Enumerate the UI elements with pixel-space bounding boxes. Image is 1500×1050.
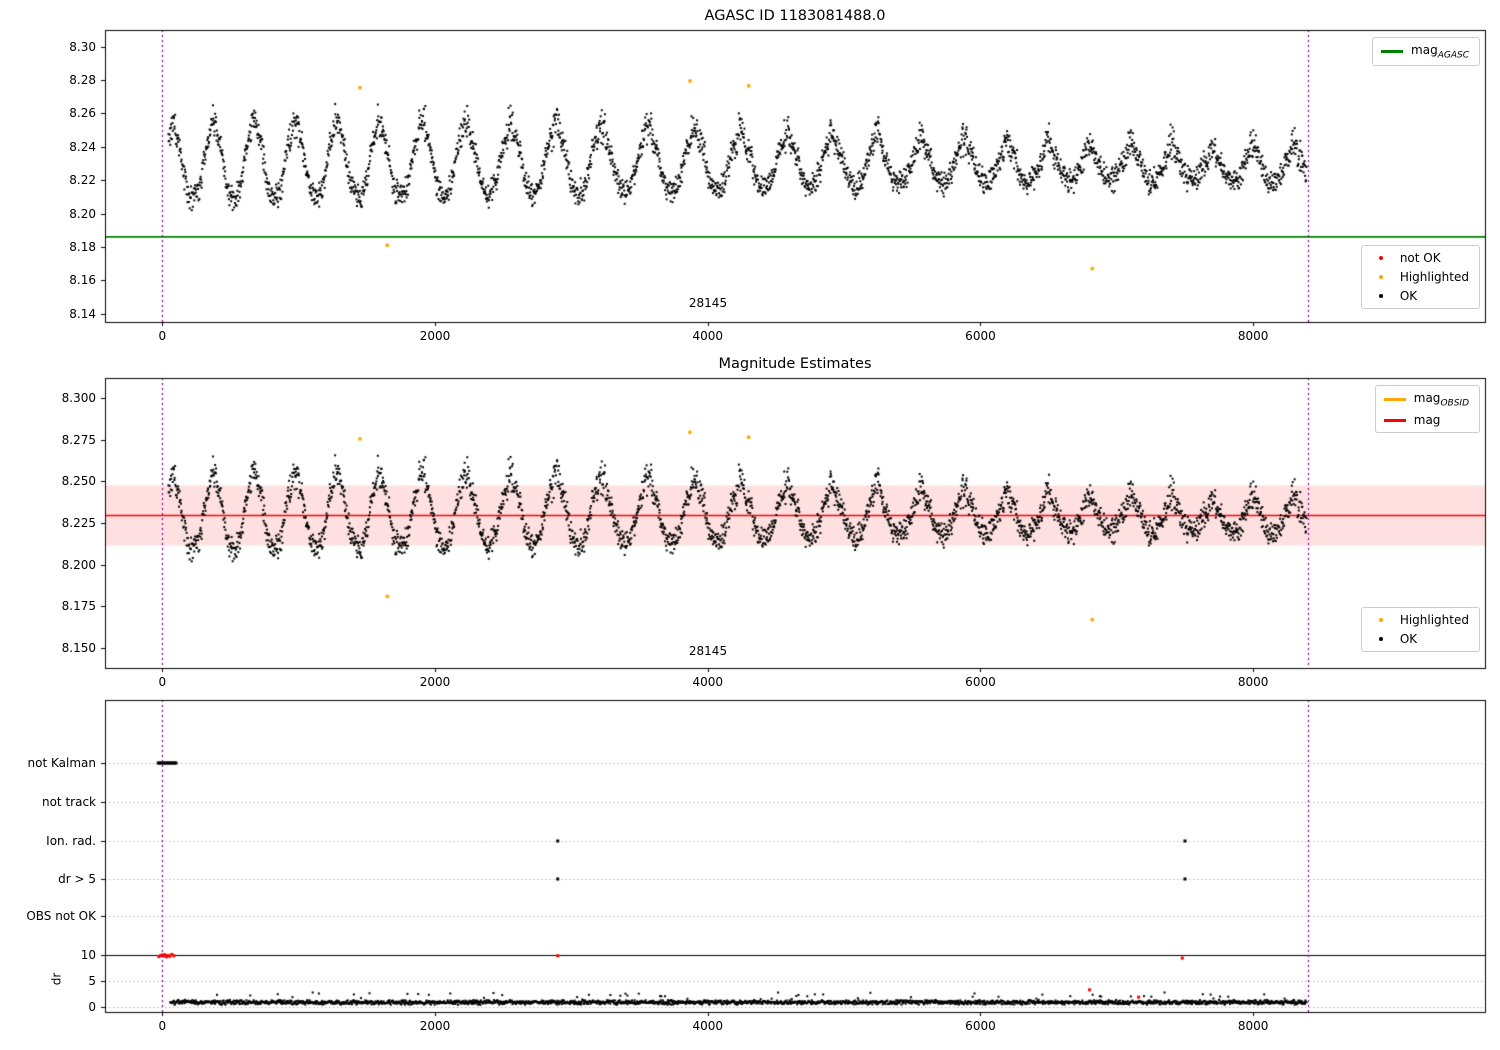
magnitude-estimates-figure: AGASC ID 1183081488.0 Magnitude Estimate…: [0, 0, 1500, 1050]
figure-canvas: [0, 0, 1500, 1050]
